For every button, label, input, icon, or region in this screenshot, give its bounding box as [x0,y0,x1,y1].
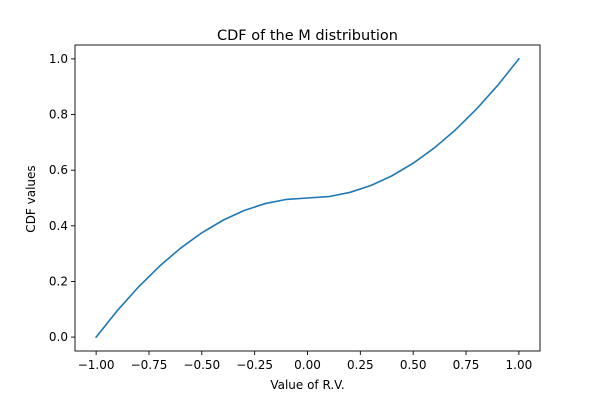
y-tick-label: 0.0 [49,330,68,344]
x-tick-label: 1.00 [506,358,533,372]
x-tick-label: −0.25 [236,358,273,372]
y-tick-label: 0.4 [49,219,68,233]
x-tick-label: 0.00 [294,358,321,372]
x-tick-label: −1.00 [78,358,115,372]
y-tick-label: 1.0 [49,52,68,66]
plot-area [95,57,520,339]
x-tick-label: −0.75 [131,358,168,372]
axes: −1.00 −0.75 −0.50 −0.25 0.00 0.25 0.50 0.75 1.00… [49,44,541,372]
x-tick-label: 0.25 [347,358,374,372]
y-tick-label: 0.6 [49,163,68,177]
y-tick-label: 0.2 [49,274,68,288]
chart-title: CDF of the M distribution [217,28,398,44]
x-tick-label: −0.50 [183,358,220,372]
series-line-0 [95,57,520,339]
x-tick-label: 0.75 [453,358,480,372]
x-tick-label: 0.50 [400,358,427,372]
x-axis-label: Value of R.V. [270,378,344,392]
y-tick-label: 0.8 [49,108,68,122]
y-axis-label: CDF values [24,165,38,232]
